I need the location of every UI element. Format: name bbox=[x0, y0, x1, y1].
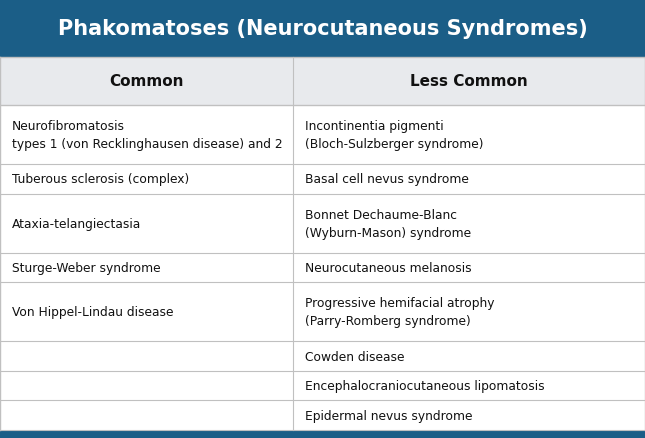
Text: Sturge-Weber syndrome: Sturge-Weber syndrome bbox=[12, 261, 161, 274]
Text: Bonnet Dechaume-Blanc
(Wyburn-Mason) syndrome: Bonnet Dechaume-Blanc (Wyburn-Mason) syn… bbox=[306, 208, 471, 239]
Text: Tuberous sclerosis (complex): Tuberous sclerosis (complex) bbox=[12, 173, 189, 186]
Text: Cowden disease: Cowden disease bbox=[306, 350, 405, 363]
Text: Phakomatoses (Neurocutaneous Syndromes): Phakomatoses (Neurocutaneous Syndromes) bbox=[57, 19, 588, 39]
Bar bbox=[0, 194, 645, 253]
Bar bbox=[0, 106, 645, 165]
Bar bbox=[0, 58, 645, 106]
Text: Progressive hemifacial atrophy
(Parry-Romberg syndrome): Progressive hemifacial atrophy (Parry-Ro… bbox=[306, 297, 495, 328]
Bar bbox=[0, 283, 645, 342]
Bar bbox=[0, 400, 645, 430]
Text: Common: Common bbox=[110, 74, 184, 89]
Bar bbox=[0, 0, 645, 58]
Text: Less Common: Less Common bbox=[410, 74, 528, 89]
Bar bbox=[0, 430, 645, 438]
Text: Von Hippel-Lindau disease: Von Hippel-Lindau disease bbox=[12, 306, 174, 318]
Text: Epidermal nevus syndrome: Epidermal nevus syndrome bbox=[306, 409, 473, 422]
Text: Neurofibromatosis
types 1 (von Recklinghausen disease) and 2: Neurofibromatosis types 1 (von Recklingh… bbox=[12, 120, 283, 151]
Text: Basal cell nevus syndrome: Basal cell nevus syndrome bbox=[306, 173, 470, 186]
Text: Incontinentia pigmenti
(Bloch-Sulzberger syndrome): Incontinentia pigmenti (Bloch-Sulzberger… bbox=[306, 120, 484, 151]
Bar bbox=[0, 253, 645, 283]
Bar bbox=[0, 371, 645, 400]
Text: Neurocutaneous melanosis: Neurocutaneous melanosis bbox=[306, 261, 472, 274]
Bar bbox=[0, 342, 645, 371]
Text: Encephalocraniocutaneous lipomatosis: Encephalocraniocutaneous lipomatosis bbox=[306, 379, 545, 392]
Text: Ataxia-telangiectasia: Ataxia-telangiectasia bbox=[12, 217, 141, 230]
Bar bbox=[0, 165, 645, 194]
